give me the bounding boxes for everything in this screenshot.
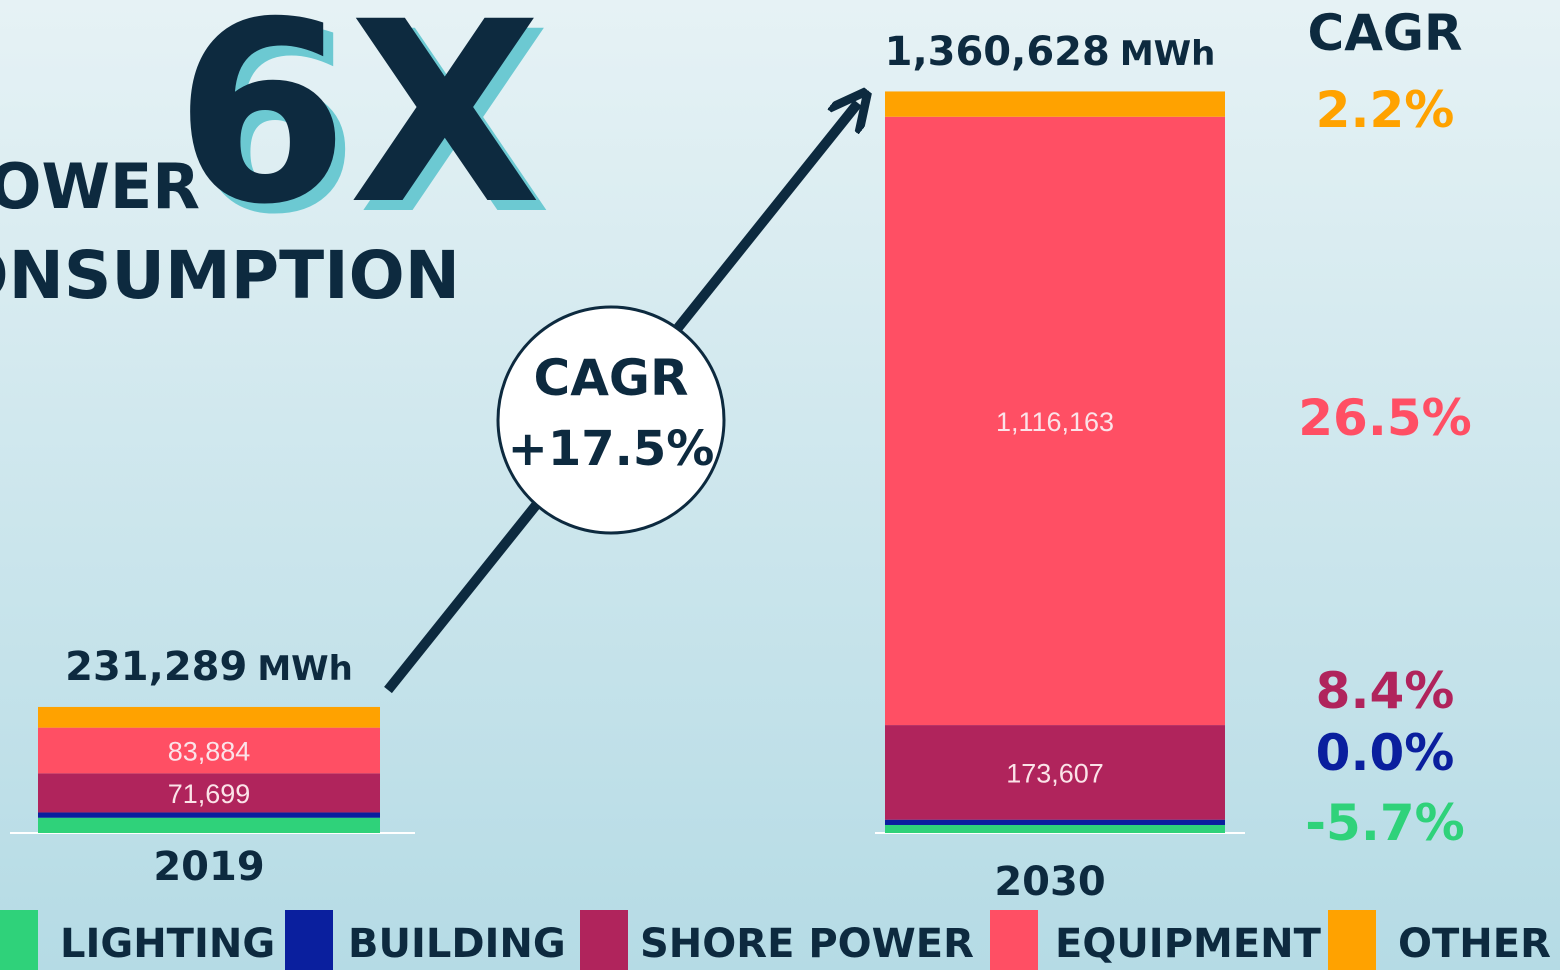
unit: MWh: [1120, 34, 1216, 74]
category-label: 2019: [153, 844, 264, 890]
cagr-value: 8.4%: [1316, 662, 1455, 720]
bar-segment: [38, 812, 380, 818]
value-label: 71,699: [168, 779, 251, 809]
legend-label: LIGHTING: [60, 921, 275, 967]
bar-segment: [38, 727, 380, 774]
legend-swatch: [580, 910, 628, 970]
value-label: 173,607: [1006, 758, 1104, 788]
cagr-value: -5.7%: [1305, 794, 1464, 852]
legend-label: EQUIPMENT: [1055, 921, 1322, 967]
legend-swatch: [285, 910, 333, 970]
bar-segment: [885, 91, 1225, 117]
total-value: 1,360,628: [885, 29, 1110, 75]
legend-label: OTHER: [1398, 921, 1551, 967]
bar-segment: [885, 819, 1225, 825]
bar-segment: [885, 116, 1225, 726]
growth-label: +17.5%: [508, 421, 715, 477]
headline: CONSUMPTION: [0, 237, 460, 314]
multiplier: 6X: [175, 0, 542, 259]
legend-swatch: [1328, 910, 1376, 970]
bar-segment: [38, 817, 380, 833]
total-label: 231,289 MWh: [65, 644, 353, 690]
legend-swatch: [990, 910, 1038, 970]
total-label: 1,360,628 MWh: [885, 29, 1216, 75]
cagr-value: 2.2%: [1316, 81, 1455, 139]
bar-segment: [885, 824, 1225, 833]
value-label: 1,116,163: [996, 407, 1114, 437]
legend-label: BUILDING: [348, 921, 566, 967]
unit: MWh: [257, 649, 353, 689]
legend-label: SHORE POWER: [640, 921, 974, 967]
bar-segment: [38, 773, 380, 813]
legend-swatch: [0, 910, 38, 970]
cagr-title: CAGR: [1308, 4, 1463, 62]
category-label: 2030: [994, 859, 1105, 905]
bar-segment: [38, 706, 380, 728]
growth-title: CAGR: [534, 349, 689, 407]
cagr-value: 0.0%: [1316, 724, 1455, 782]
value-label: 83,884: [168, 737, 251, 767]
total-value: 231,289: [65, 644, 247, 690]
multiplier-shadow: 6X: [185, 0, 552, 269]
bar-segment: [885, 725, 1225, 820]
headline: POWER: [0, 150, 200, 223]
cagr-value: 26.5%: [1298, 389, 1471, 447]
growth-badge: [496, 305, 726, 535]
